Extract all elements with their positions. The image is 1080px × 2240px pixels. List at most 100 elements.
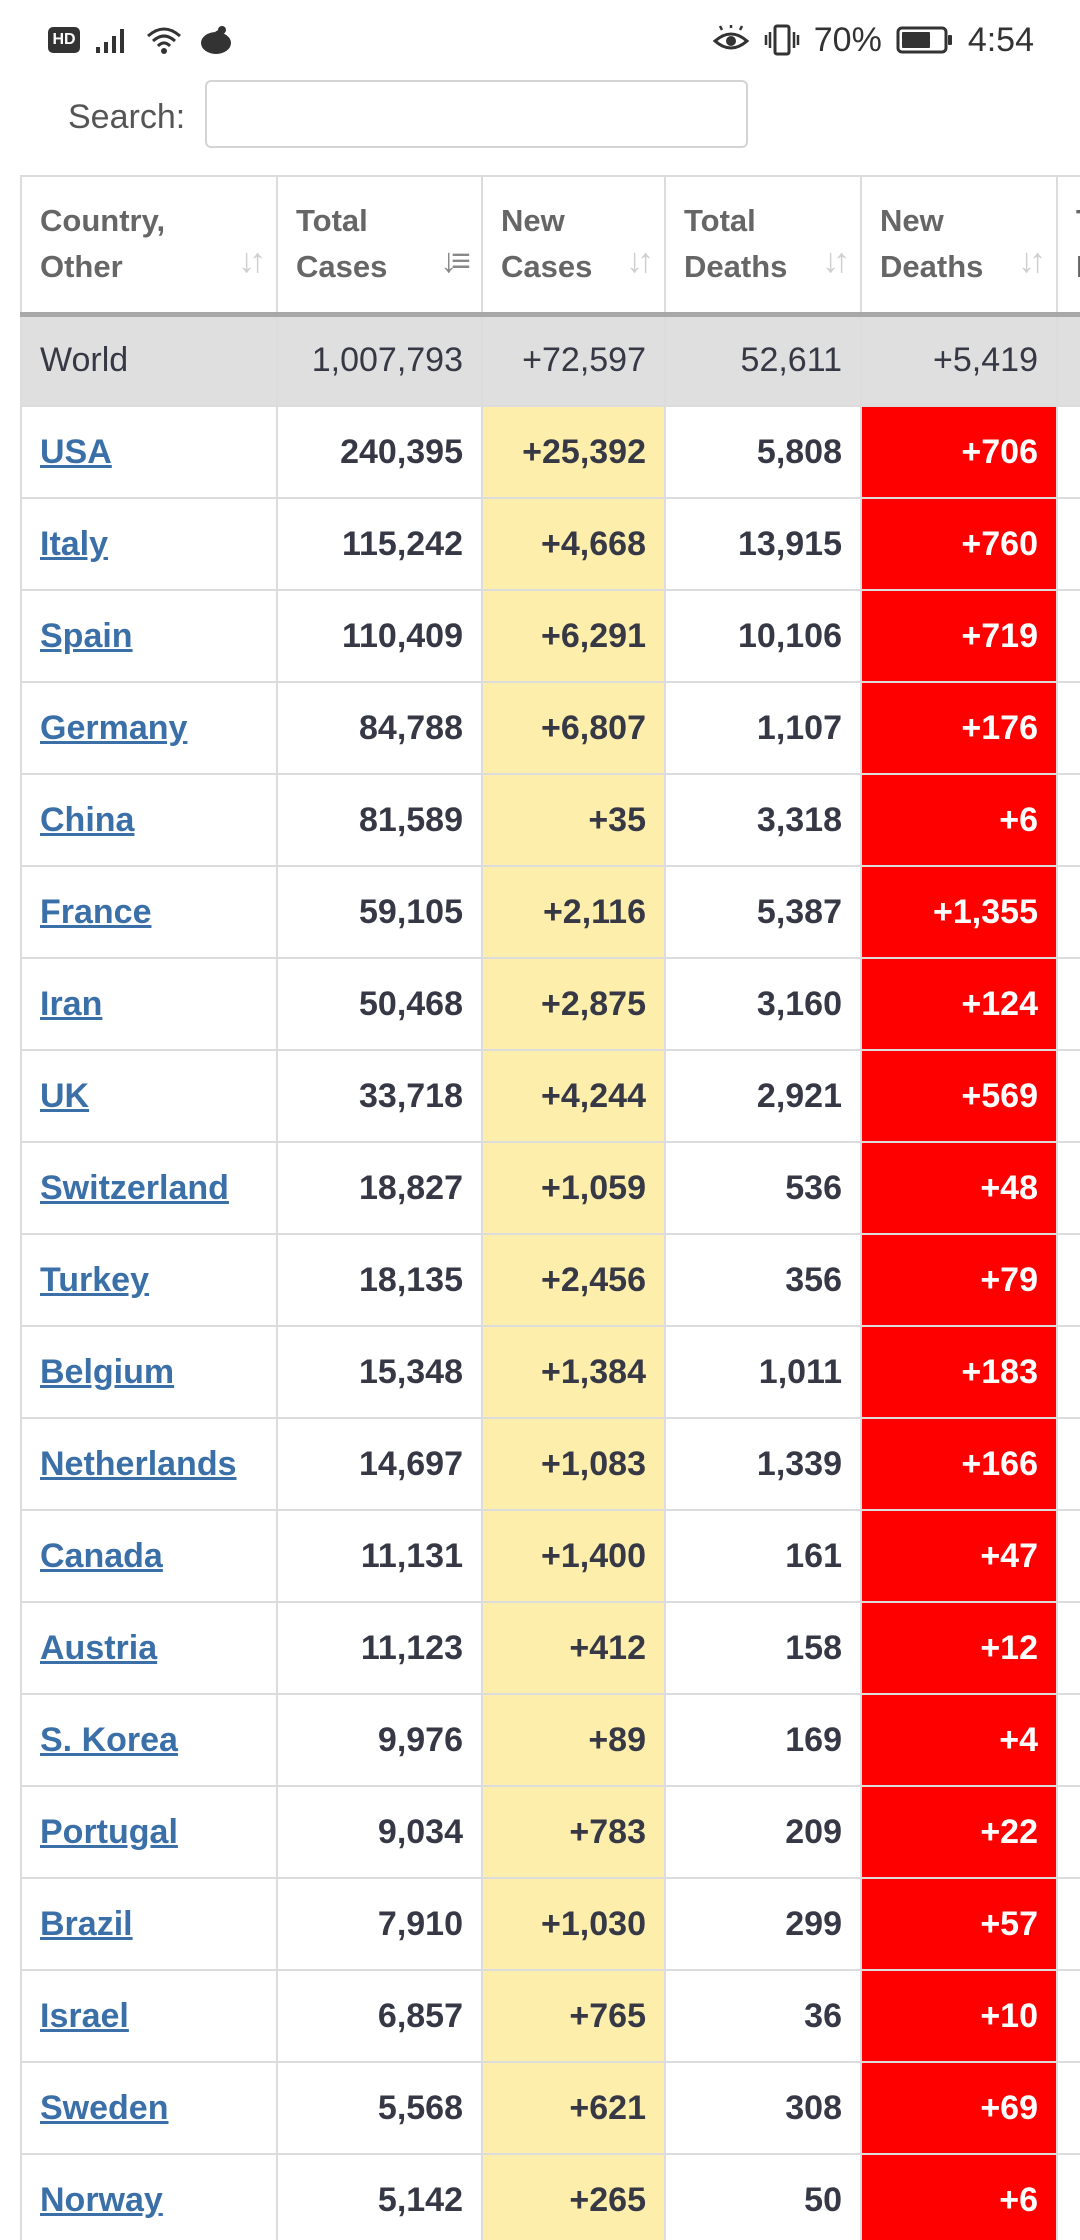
total-deaths-cell: 10,106 [664, 589, 862, 683]
table-header: Country, Other ↓↑ Total Cases ↓≡ New Cas… [20, 175, 1080, 317]
new-deaths-cell: +5,419 [860, 313, 1058, 407]
new-deaths-cell: +12 [860, 1601, 1058, 1695]
status-bar-right: 70% 4:54 [712, 21, 1034, 60]
total-cases-cell: 240,395 [276, 405, 483, 499]
total-cases-cell: 1,007,793 [276, 313, 483, 407]
column-header-line2: Cases [296, 249, 388, 285]
country-cell: Sweden [20, 2061, 278, 2155]
signal-icon [96, 29, 124, 53]
clock: 4:54 [967, 20, 1034, 59]
country-link[interactable]: Norway [40, 2180, 163, 2219]
country-cell: Belgium [20, 1325, 278, 1419]
total-deaths-cell: 5,387 [664, 865, 862, 959]
column-header-total-deaths[interactable]: Total Deaths ↓↑ [664, 175, 862, 317]
total-cases-cell: 5,568 [276, 2061, 483, 2155]
total-recovered-cell [1056, 1785, 1080, 1879]
table-row: Iran 50,468 +2,875 3,160 +124 [20, 957, 1080, 1051]
column-header-line2: R [1076, 249, 1080, 284]
country-link[interactable]: S. Korea [40, 1720, 178, 1759]
country-cell: UK [20, 1049, 278, 1143]
hd-icon: HD [48, 27, 80, 53]
column-header-country[interactable]: Country, Other ↓↑ [20, 175, 278, 317]
vibrate-icon [764, 24, 799, 56]
country-link[interactable]: China [40, 800, 135, 839]
total-cases-cell: 15,348 [276, 1325, 483, 1419]
column-header-new-deaths[interactable]: New Deaths ↓↑ [860, 175, 1058, 317]
country-cell: Norway [20, 2153, 278, 2240]
country-link[interactable]: Spain [40, 616, 133, 655]
table-row: Turkey 18,135 +2,456 356 +79 [20, 1233, 1080, 1327]
total-recovered-cell [1056, 1141, 1080, 1235]
country-link[interactable]: USA [40, 432, 112, 471]
search-row: Search: [0, 80, 1080, 156]
table-row: Portugal 9,034 +783 209 +22 [20, 1785, 1080, 1879]
column-header-new-cases[interactable]: New Cases ↓↑ [481, 175, 666, 317]
total-cases-cell: 33,718 [276, 1049, 483, 1143]
total-deaths-cell: 158 [664, 1601, 862, 1695]
new-deaths-cell: +6 [860, 2153, 1058, 2240]
new-deaths-cell: +760 [860, 497, 1058, 591]
column-header-total-recovered[interactable]: T R [1056, 175, 1080, 317]
new-deaths-cell: +166 [860, 1417, 1058, 1511]
country-link[interactable]: Germany [40, 708, 188, 747]
new-deaths-cell: +706 [860, 405, 1058, 499]
column-header-line1: T [1076, 203, 1080, 238]
stats-table-container[interactable]: Country, Other ↓↑ Total Cases ↓≡ New Cas… [20, 175, 1080, 2240]
table-row: UK 33,718 +4,244 2,921 +569 [20, 1049, 1080, 1143]
total-cases-cell: 9,034 [276, 1785, 483, 1879]
new-cases-cell: +2,456 [481, 1233, 666, 1327]
country-cell: Israel [20, 1969, 278, 2063]
table-row: Norway 5,142 +265 50 +6 [20, 2153, 1080, 2240]
country-link[interactable]: Portugal [40, 1812, 178, 1851]
country-link[interactable]: Netherlands [40, 1444, 237, 1483]
total-deaths-cell: 356 [664, 1233, 862, 1327]
new-deaths-cell: +57 [860, 1877, 1058, 1971]
total-deaths-cell: 299 [664, 1877, 862, 1971]
new-cases-cell: +265 [481, 2153, 666, 2240]
country-cell: Netherlands [20, 1417, 278, 1511]
country-link[interactable]: Belgium [40, 1352, 175, 1391]
table-row: USA 240,395 +25,392 5,808 +706 [20, 405, 1080, 499]
country-cell: Spain [20, 589, 278, 683]
column-header-line2: Deaths [684, 249, 788, 285]
total-deaths-cell: 50 [664, 2153, 862, 2240]
country-link[interactable]: Switzerland [40, 1168, 229, 1207]
total-deaths-cell: 13,915 [664, 497, 862, 591]
new-cases-cell: +2,875 [481, 957, 666, 1051]
total-recovered-cell [1056, 957, 1080, 1051]
table-row: France 59,105 +2,116 5,387 +1,355 [20, 865, 1080, 959]
country-link[interactable]: Italy [40, 524, 109, 563]
new-cases-cell: +4,668 [481, 497, 666, 591]
new-cases-cell: +72,597 [481, 313, 666, 407]
total-deaths-cell: 2,921 [664, 1049, 862, 1143]
country-link[interactable]: Brazil [40, 1904, 133, 1943]
country-cell: Switzerland [20, 1141, 278, 1235]
new-cases-cell: +1,083 [481, 1417, 666, 1511]
column-header-line1: New [880, 203, 944, 239]
country-link[interactable]: Israel [40, 1996, 129, 2035]
total-cases-cell: 11,123 [276, 1601, 483, 1695]
total-recovered-cell [1056, 1417, 1080, 1511]
column-header-line1: Total [296, 203, 368, 239]
new-cases-cell: +412 [481, 1601, 666, 1695]
total-recovered-cell [1056, 1969, 1080, 2063]
country-link[interactable]: Sweden [40, 2088, 169, 2127]
country-link[interactable]: Austria [40, 1628, 158, 1667]
country-link[interactable]: Canada [40, 1536, 163, 1575]
search-input[interactable] [205, 80, 748, 148]
total-cases-cell: 11,131 [276, 1509, 483, 1603]
total-cases-cell: 84,788 [276, 681, 483, 775]
battery-percent: 70% [813, 20, 882, 59]
sort-desc-icon: ↓≡ [440, 241, 471, 280]
total-recovered-cell [1056, 1049, 1080, 1143]
country-link[interactable]: UK [40, 1076, 90, 1115]
total-deaths-cell: 5,808 [664, 405, 862, 499]
country-link[interactable]: Iran [40, 984, 103, 1023]
wifi-icon [147, 27, 181, 54]
table-row: China 81,589 +35 3,318 +6 [20, 773, 1080, 867]
total-cases-cell: 9,976 [276, 1693, 483, 1787]
country-link[interactable]: France [40, 892, 152, 931]
country-link[interactable]: Turkey [40, 1260, 149, 1299]
column-header-total-cases[interactable]: Total Cases ↓≡ [276, 175, 483, 317]
total-deaths-cell: 308 [664, 2061, 862, 2155]
